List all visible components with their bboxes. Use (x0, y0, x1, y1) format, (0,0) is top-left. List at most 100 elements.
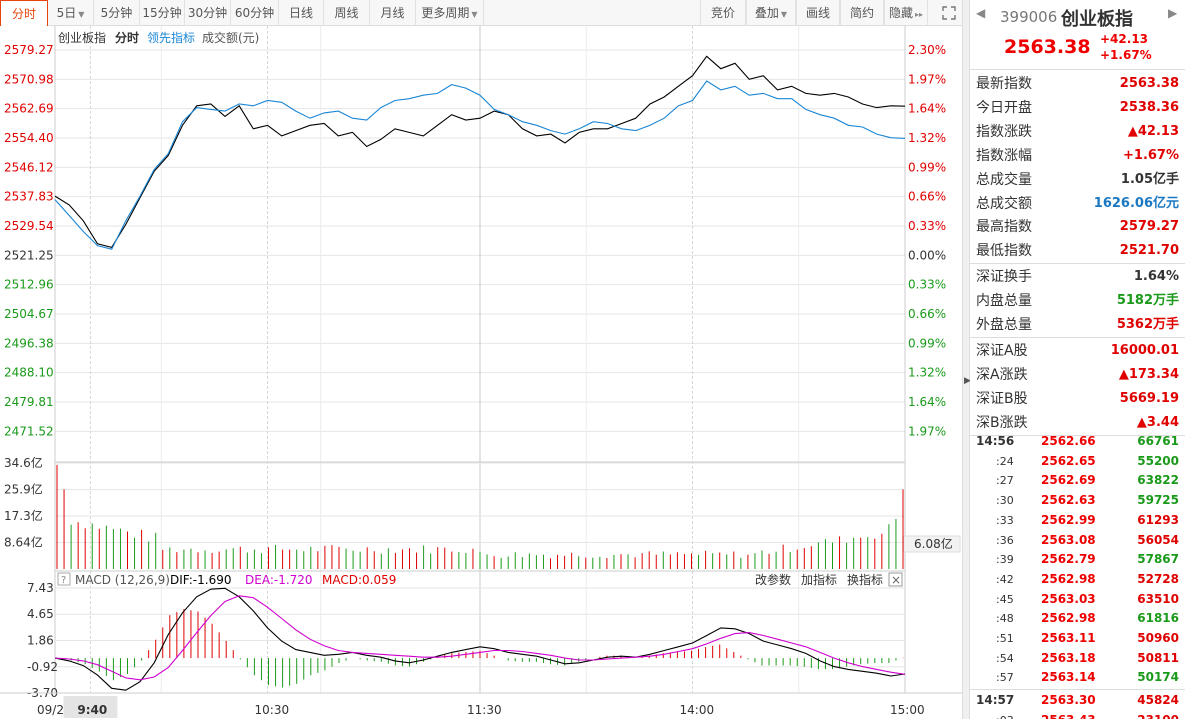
macd-tick-label: 4.65 (27, 607, 54, 621)
volume-tick-label: 17.3亿 (4, 508, 43, 523)
collapse-arrow-icon[interactable]: ▶ (964, 376, 971, 386)
stat-value: 5669.19 (1119, 390, 1179, 406)
tool-button-label: 叠加 (754, 6, 779, 20)
tick-price: 2562.98 (1041, 571, 1096, 586)
tool-button-label: 隐藏 (888, 6, 913, 20)
pct-tick-label: 2.30% (908, 43, 946, 57)
price-tick-label: 2512.96 (4, 278, 54, 292)
tick-time: :54 (996, 651, 1014, 665)
price-tick-label: 2562.69 (4, 102, 54, 116)
period-tab-7[interactable]: 周线 (324, 0, 370, 26)
stats-separator (970, 434, 1185, 436)
tick-separator (970, 689, 1185, 691)
tool-button-4[interactable]: 隐藏 ▸▸ (884, 0, 928, 26)
macd-macd-value: MACD:0.059 (322, 573, 396, 587)
pct-tick-label: 0.66% (908, 190, 946, 204)
period-tab-label: 15分钟 (142, 6, 182, 20)
price-change: +42.13 (1100, 32, 1149, 46)
close-indicator-button[interactable] (888, 572, 903, 587)
tick-volume: 45824 (1137, 693, 1179, 708)
tick-price: 2563.43 (1041, 711, 1096, 719)
stat-value: 1.05亿手 (1120, 171, 1179, 187)
tick-volume: 56054 (1137, 532, 1179, 547)
fullscreen-icon[interactable] (934, 0, 964, 26)
legend-index-name: 创业板指 (58, 30, 106, 45)
price-tick-label: 2546.12 (4, 160, 54, 174)
stat-row: 深B涨跌 ▲3.44 (970, 411, 1185, 435)
tool-button-label: 竞价 (710, 6, 735, 20)
stat-row: 深证换手 1.64% (970, 265, 1185, 289)
tool-button-label: 画线 (805, 6, 830, 20)
tick-time: :48 (996, 612, 1014, 626)
tick-price: 2563.11 (1041, 631, 1096, 645)
stats-separator (970, 336, 1185, 338)
stat-value: 2521.70 (1119, 243, 1179, 259)
last-price: 2563.38 (1004, 36, 1091, 58)
tick-row: :57 2563.14 50174 (970, 668, 1185, 688)
price-tick-label: 2471.52 (4, 424, 54, 438)
tick-time: :42 (996, 572, 1014, 586)
stat-row: 指数涨幅 +1.67% (970, 144, 1185, 168)
price-tick-label: 2570.98 (4, 72, 54, 86)
tool-button-1[interactable]: 叠加 ▼ (746, 0, 796, 26)
period-tab-label: 30分钟 (187, 6, 228, 20)
tool-button-3[interactable]: 简约 (840, 0, 884, 26)
tick-row: :33 2562.99 61293 (970, 511, 1185, 531)
period-tab-6[interactable]: 日线 (279, 0, 324, 26)
index-name: 创业板指 (1061, 9, 1133, 30)
macd-help-icon[interactable] (57, 572, 71, 586)
pct-tick-label: 1.32% (908, 366, 946, 380)
price-tick-label: 2529.54 (4, 219, 54, 233)
stat-value: 1.64% (1133, 269, 1179, 285)
period-tab-8[interactable]: 月线 (370, 0, 416, 26)
stat-label: 指数涨跌 (976, 123, 1032, 140)
next-arrow-icon[interactable]: ▶ (1168, 6, 1178, 20)
tick-price: 2562.79 (1041, 552, 1096, 567)
period-tab-label: 月线 (380, 6, 405, 20)
tick-row: :51 2563.11 50960 (970, 629, 1185, 649)
period-tab-2[interactable]: 5分钟 (94, 0, 140, 26)
tick-time: :03 (996, 711, 1014, 719)
stat-row: 外盘总量 5362万手 (970, 313, 1185, 337)
tick-price: 2563.30 (1041, 693, 1096, 708)
period-tab-3[interactable]: 15分钟 (140, 0, 185, 26)
period-tab-9[interactable]: 更多周期 ▼ (416, 0, 484, 26)
stat-row: 最低指数 2521.70 (970, 239, 1185, 263)
dif-line (54, 587, 906, 691)
x-tick-label: 15:00 (890, 703, 925, 717)
tick-time: :39 (996, 553, 1014, 567)
tick-row: :48 2562.98 61816 (970, 609, 1185, 629)
tool-button-0[interactable]: 竞价 (700, 0, 746, 26)
stat-label: 最高指数 (976, 219, 1032, 236)
macd-help-icon-glyph: ? (61, 575, 66, 586)
price-tick-label: 2579.27 (4, 43, 54, 57)
period-tab-1[interactable]: 5日 ▼ (48, 0, 94, 26)
period-tab-5[interactable]: 60分钟 (231, 0, 279, 26)
legend-mode: 分时 (115, 30, 139, 45)
price-tick-label: 2479.81 (4, 395, 54, 409)
tick-time: :24 (996, 454, 1014, 468)
x-cursor-box (63, 696, 118, 718)
period-tab-label: 周线 (334, 6, 359, 20)
intraday-chart[interactable]: 2579.27 2.30% 2570.98 1.97% 2562.69 1.64% 2554… (0, 26, 962, 719)
tick-price: 2562.99 (1041, 512, 1096, 527)
panel-divider[interactable]: ▶ (962, 0, 971, 719)
stat-label: 最新指数 (976, 76, 1032, 92)
stat-label: 最低指数 (976, 243, 1032, 260)
volume-tick-label: 25.9亿 (4, 482, 43, 497)
period-tab-4[interactable]: 30分钟 (185, 0, 231, 26)
period-tab-0[interactable]: 分时 (0, 0, 48, 26)
prev-arrow-icon[interactable]: ◀ (976, 6, 986, 20)
period-tab-label: 日线 (288, 6, 313, 20)
price-change-pct: +1.67% (1100, 48, 1152, 62)
stat-value: ▲42.13 (1127, 123, 1179, 139)
tick-time: :36 (996, 533, 1014, 547)
period-tab-label: 5分钟 (100, 6, 133, 20)
tick-time: :51 (996, 632, 1014, 645)
chevron-down-icon: ▼ (78, 10, 85, 19)
price-tick-label: 2504.67 (4, 307, 54, 321)
tick-row: :24 2562.65 55200 (970, 452, 1185, 472)
tool-button-2[interactable]: 画线 (796, 0, 840, 26)
stat-label: 今日开盘 (976, 99, 1032, 116)
stat-row: 最高指数 2579.27 (970, 215, 1185, 239)
